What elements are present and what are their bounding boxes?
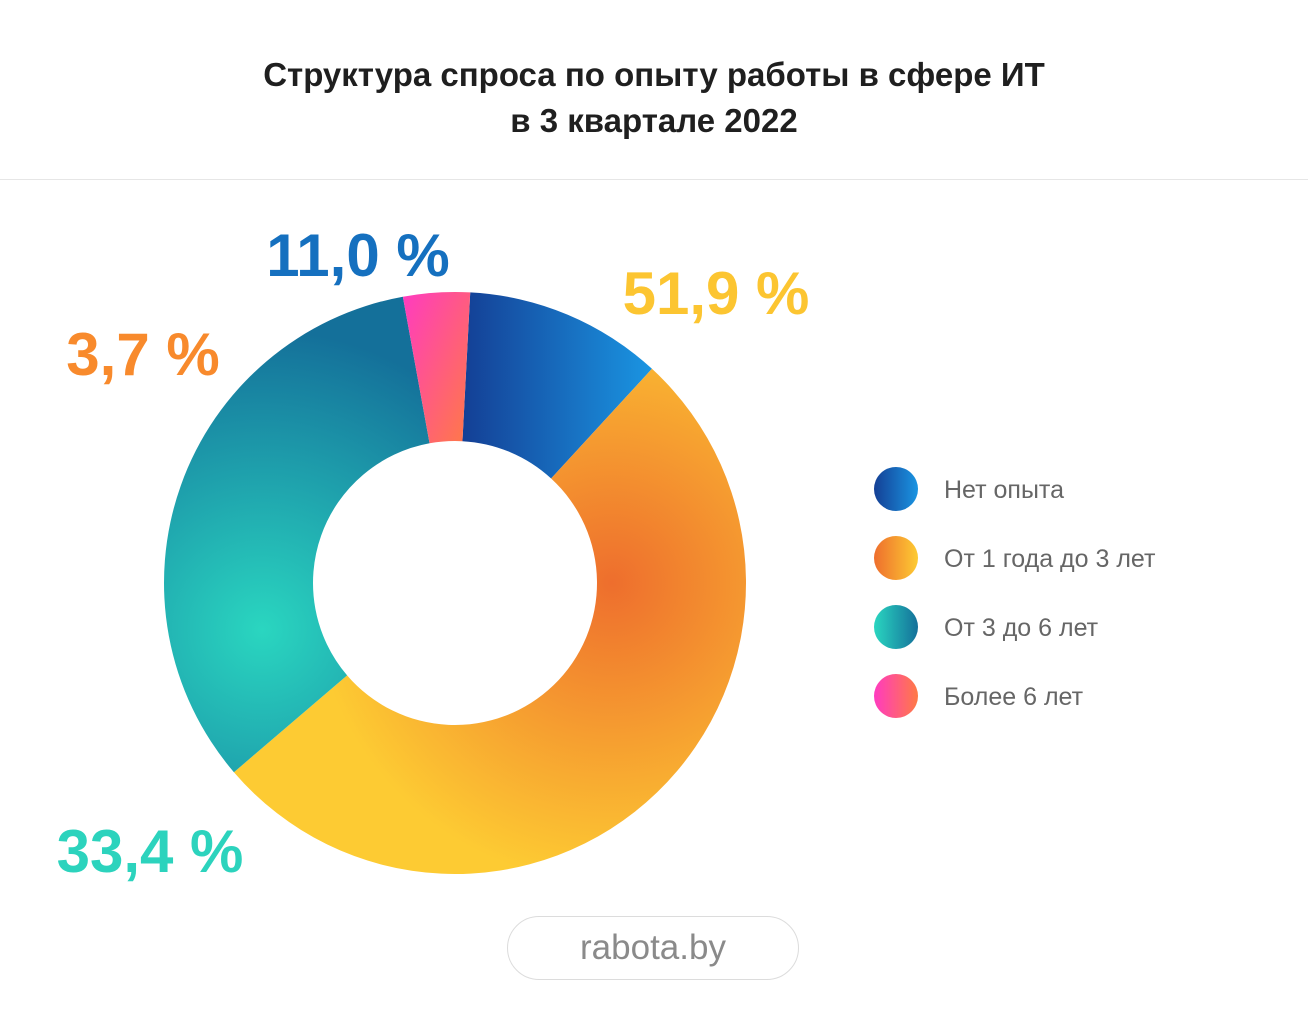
chart-title: Структура спроса по опыту работы в сфере…	[0, 52, 1308, 144]
pct-label-3-6-years: 33,4 %	[57, 818, 244, 885]
legend-swatch-over-6-years	[874, 674, 918, 718]
title-divider	[0, 179, 1308, 180]
chart-title-line-2: в 3 квартале 2022	[510, 102, 798, 139]
chart-title-line-1: Структура спроса по опыту работы в сфере…	[263, 56, 1045, 93]
slice-no-experience	[462, 292, 652, 479]
legend-swatch-1-3-years	[874, 536, 918, 580]
slice-1-3-years	[233, 368, 746, 874]
legend: Нет опыта От 1 года до 3 лет От 3 до 6 лет…	[874, 467, 1156, 718]
pct-label-1-3-years: 51,9 %	[623, 260, 810, 327]
pct-label-over-6-years: 3,7 %	[66, 321, 219, 388]
donut-slices	[163, 292, 746, 874]
legend-label-1-3-years: От 1 года до 3 лет	[944, 545, 1156, 573]
legend-label-no-experience: Нет опыта	[944, 476, 1064, 504]
slice-3-6-years	[163, 296, 430, 773]
legend-swatch-3-6-years	[874, 605, 918, 649]
percentage-labels: 11,0 % 51,9 % 33,4 % 3,7 %	[57, 222, 810, 885]
legend-swatch-no-experience	[874, 467, 918, 511]
slice-over-6-years	[402, 292, 471, 444]
legend-label-over-6-years: Более 6 лет	[944, 683, 1084, 711]
legend-label-3-6-years: От 3 до 6 лет	[944, 614, 1099, 642]
pct-label-no-experience: 11,0 %	[266, 222, 450, 289]
source-badge[interactable]: rabota.by	[507, 916, 799, 980]
